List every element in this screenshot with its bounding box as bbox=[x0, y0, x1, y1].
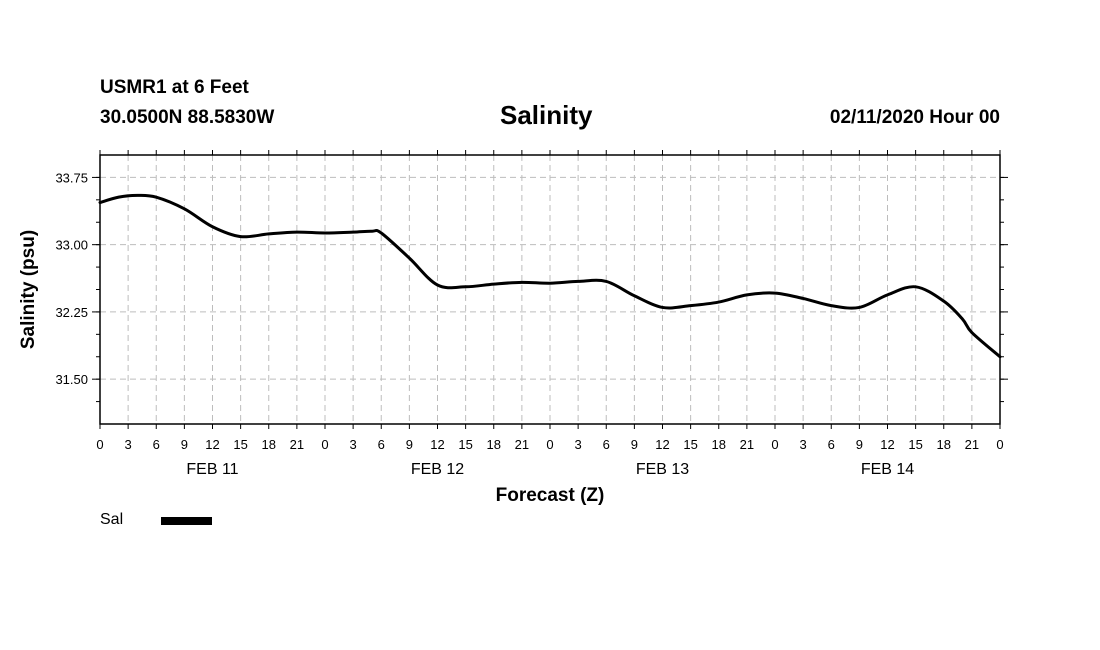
y-tick-label: 31.50 bbox=[55, 372, 88, 387]
x-tick-label: 0 bbox=[546, 437, 553, 452]
y-tick-label: 33.00 bbox=[55, 238, 88, 253]
x-tick-label: 21 bbox=[740, 437, 754, 452]
y-tick-label: 33.75 bbox=[55, 170, 88, 185]
x-tick-label: 6 bbox=[378, 437, 385, 452]
x-tick-label: 21 bbox=[515, 437, 529, 452]
day-label: FEB 12 bbox=[411, 461, 464, 478]
x-tick-label: 0 bbox=[996, 437, 1003, 452]
forecast-datestamp: 02/11/2020 Hour 00 bbox=[829, 107, 1000, 128]
x-tick-label: 12 bbox=[205, 437, 219, 452]
y-tick-label: 32.25 bbox=[55, 305, 88, 320]
y-axis-title: Salinity (psu) bbox=[18, 230, 39, 349]
x-tick-label: 12 bbox=[655, 437, 669, 452]
x-tick-label: 18 bbox=[487, 437, 501, 452]
x-tick-label: 9 bbox=[631, 437, 638, 452]
x-tick-label: 15 bbox=[908, 437, 922, 452]
x-tick-label: 3 bbox=[800, 437, 807, 452]
x-tick-label: 9 bbox=[406, 437, 413, 452]
x-axis-title: Forecast (Z) bbox=[496, 485, 605, 506]
x-tick-label: 15 bbox=[683, 437, 697, 452]
x-tick-label: 3 bbox=[350, 437, 357, 452]
x-tick-label: 9 bbox=[181, 437, 188, 452]
legend-swatch bbox=[161, 517, 212, 525]
station-label: USMR1 at 6 Feet bbox=[100, 77, 249, 98]
x-tick-label: 18 bbox=[712, 437, 726, 452]
legend-label: Sal bbox=[100, 511, 123, 528]
x-tick-label: 12 bbox=[880, 437, 894, 452]
x-tick-label: 15 bbox=[458, 437, 472, 452]
x-tick-label: 21 bbox=[290, 437, 304, 452]
x-tick-label: 0 bbox=[321, 437, 328, 452]
x-tick-label: 6 bbox=[153, 437, 160, 452]
x-tick-label: 3 bbox=[125, 437, 132, 452]
day-label: FEB 14 bbox=[861, 461, 914, 478]
x-tick-label: 21 bbox=[965, 437, 979, 452]
coordinates-label: 30.0500N 88.5830W bbox=[100, 107, 275, 128]
x-tick-label: 0 bbox=[771, 437, 778, 452]
x-tick-label: 9 bbox=[856, 437, 863, 452]
x-tick-label: 12 bbox=[430, 437, 444, 452]
plot-frame bbox=[99, 154, 1001, 425]
x-tick-label: 3 bbox=[575, 437, 582, 452]
x-tick-label: 6 bbox=[828, 437, 835, 452]
x-tick-label: 0 bbox=[96, 437, 103, 452]
x-tick-label: 18 bbox=[262, 437, 276, 452]
chart-title: Salinity bbox=[500, 100, 593, 130]
series-line-sal bbox=[98, 193, 1002, 359]
day-label: FEB 11 bbox=[186, 461, 238, 478]
x-tick-label: 15 bbox=[233, 437, 247, 452]
day-label: FEB 13 bbox=[636, 461, 689, 478]
x-tick-label: 6 bbox=[603, 437, 610, 452]
x-tick-label: 18 bbox=[937, 437, 951, 452]
